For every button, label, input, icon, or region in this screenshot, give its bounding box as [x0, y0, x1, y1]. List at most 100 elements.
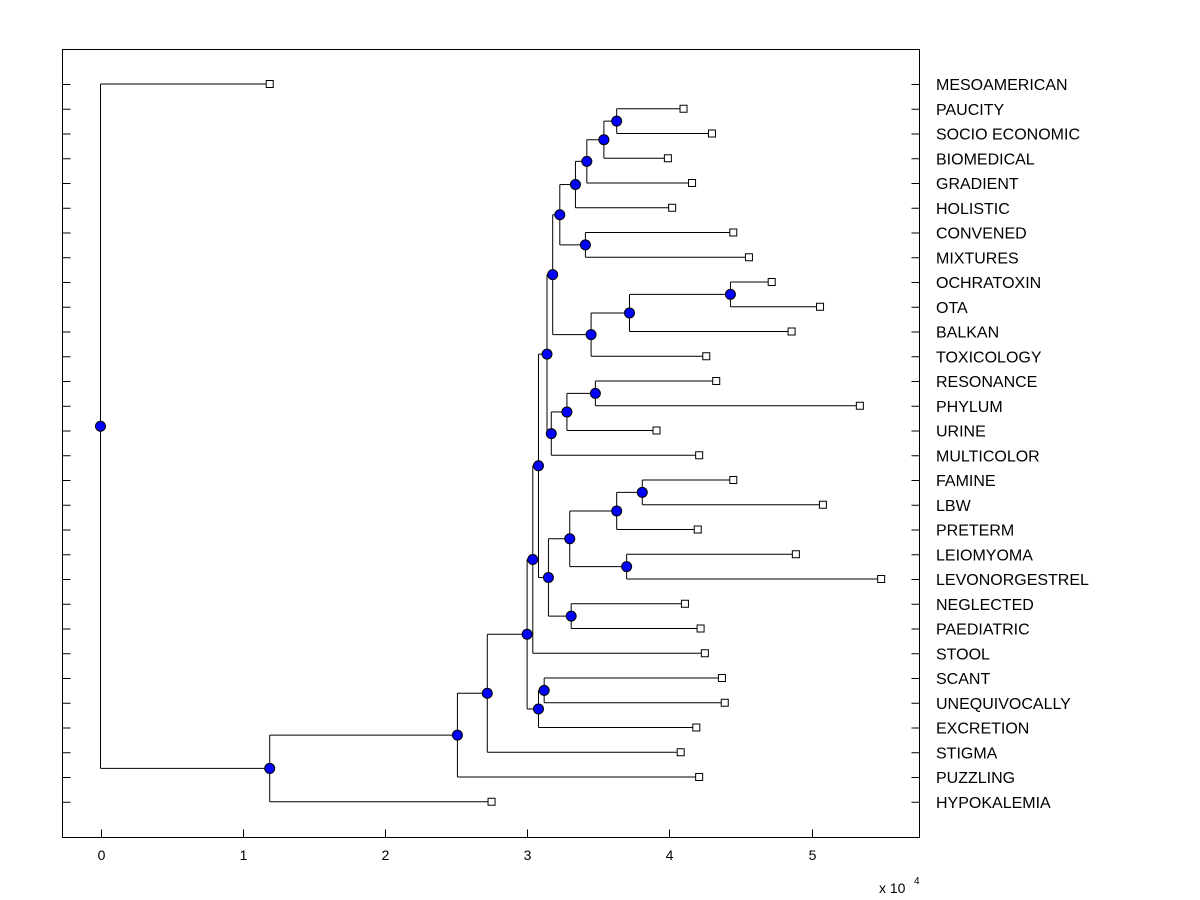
left-tick-marks: [62, 84, 71, 803]
leaf-marker: [767, 278, 776, 286]
leaf-label: HYPOKALEMIA: [936, 795, 1051, 812]
internal-node-marker: [611, 115, 623, 127]
x-tick-label: 2: [382, 847, 390, 863]
internal-node-marker: [621, 561, 633, 573]
leaf-marker: [816, 302, 825, 311]
leaf-marker: [652, 426, 661, 435]
internal-node-marker: [545, 428, 557, 440]
internal-node-marker: [589, 387, 601, 399]
leaf-marker: [700, 649, 709, 658]
x-axis-ticks: [101, 829, 813, 838]
leaf-marker: [787, 327, 796, 336]
leaf-label: HOLISTIC: [936, 201, 1010, 218]
leaf-marker: [729, 228, 738, 237]
internal-node-marker: [541, 348, 553, 360]
plot-frame: [62, 49, 920, 838]
leaf-label: NEGLECTED: [936, 597, 1034, 614]
internal-node-marker: [636, 486, 648, 498]
leaf-label: OCHRATOXIN: [936, 275, 1041, 292]
internal-node-marker: [451, 729, 463, 741]
leaf-label: PHYLUM: [936, 399, 1003, 416]
leaf-marker: [680, 599, 689, 608]
leaf-label: LEVONORGESTREL: [936, 572, 1089, 589]
internal-node-marker: [581, 155, 593, 167]
internal-node-marker: [521, 628, 533, 640]
internal-node-marker: [623, 307, 635, 319]
leaf-label: EXCRETION: [936, 721, 1029, 738]
leaf-label: STOOL: [936, 646, 990, 663]
leaf-marker: [855, 401, 864, 410]
leaf-label: MESOAMERICAN: [936, 77, 1068, 94]
x-tick-labels: 0 1 2 3 4 5: [98, 847, 817, 863]
internal-node-marker: [569, 179, 581, 191]
leaf-marker: [877, 575, 886, 583]
leaf-label: GRADIENT: [936, 176, 1019, 193]
leaf-label: SOCIO ECONOMIC: [936, 127, 1080, 144]
internal-node-marker: [554, 209, 566, 221]
leaf-marker: [692, 723, 701, 732]
leaf-label: MULTICOLOR: [936, 448, 1040, 465]
leaf-marker: [688, 179, 697, 187]
leaf-labels: MESOAMERICAN PAUCITY SOCIO ECONOMIC BIOMEDI…: [936, 77, 1089, 812]
leaf-label: URINE: [936, 424, 986, 441]
leaf-label: STIGMA: [936, 745, 998, 762]
leaf-label: BALKAN: [936, 325, 999, 342]
leaf-marker: [676, 748, 685, 757]
x-tick-label: 1: [240, 847, 248, 863]
internal-node-marker: [724, 288, 736, 300]
leaf-label: LBW: [936, 498, 972, 515]
internal-node-marker: [532, 460, 544, 472]
leaf-label: SCANT: [936, 671, 990, 688]
leaf-marker: [791, 550, 800, 559]
leaf-marker: [717, 674, 726, 682]
internal-node-marker: [598, 134, 610, 146]
leaf-label: OTA: [936, 300, 968, 317]
internal-node-marker: [542, 571, 554, 583]
leaf-label: FAMINE: [936, 473, 996, 490]
internal-node-marker: [532, 703, 544, 715]
internal-node-marker: [611, 505, 623, 517]
internal-node-marker: [95, 420, 106, 432]
leaf-marker: [712, 377, 721, 385]
leaf-marker: [729, 476, 738, 484]
leaf-label: PAUCITY: [936, 102, 1004, 119]
leaf-marker: [663, 154, 672, 163]
right-tick-marks: [911, 84, 920, 803]
internal-node-marker: [264, 762, 276, 774]
leaf-marker: [487, 797, 496, 806]
leaf-label: BIOMEDICAL: [936, 151, 1035, 168]
internal-node-markers: [95, 115, 736, 774]
dendrogram-branches: [100, 83, 882, 803]
leaf-marker: [695, 773, 704, 781]
leaf-label: LEIOMYOMA: [936, 547, 1033, 564]
internal-node-marker: [481, 687, 493, 699]
x-scale-exponent: 4: [914, 876, 920, 887]
leaf-label: RESONANCE: [936, 374, 1037, 391]
leaf-marker: [693, 525, 702, 534]
leaf-marker: [265, 80, 274, 88]
leaf-marker: [668, 203, 677, 212]
leaf-markers: [265, 80, 886, 806]
leaf-label: PRETERM: [936, 523, 1014, 540]
leaf-marker: [702, 352, 711, 361]
internal-node-marker: [579, 239, 591, 251]
leaf-marker: [679, 104, 688, 113]
leaf-marker: [720, 698, 729, 707]
internal-node-marker: [585, 329, 597, 341]
x-scale-base: x 10: [879, 880, 906, 896]
leaf-marker: [818, 500, 827, 509]
x-tick-label: 5: [809, 847, 817, 863]
leaf-label: PAEDIATRIC: [936, 622, 1030, 639]
internal-node-marker: [547, 269, 559, 281]
internal-node-marker: [561, 406, 573, 418]
leaf-marker: [744, 253, 753, 262]
x-tick-label: 4: [666, 847, 674, 863]
leaf-label: PUZZLING: [936, 770, 1015, 787]
x-tick-label: 3: [524, 847, 532, 863]
leaf-marker: [695, 451, 704, 460]
leaf-label: MIXTURES: [936, 250, 1019, 267]
leaf-marker: [707, 129, 716, 138]
internal-node-marker: [538, 684, 550, 696]
